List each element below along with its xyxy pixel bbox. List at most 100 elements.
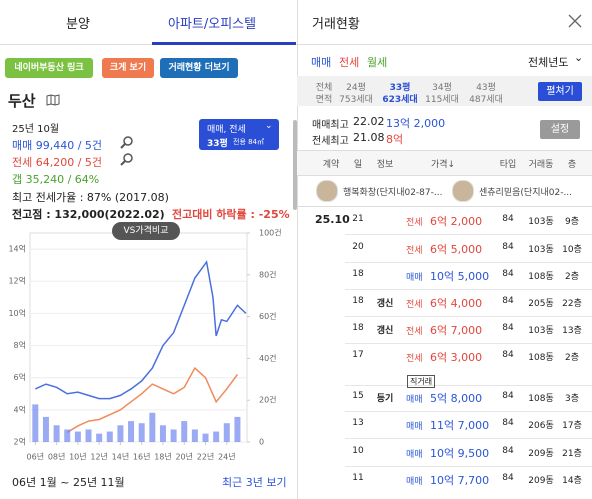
size-area[interactable]: 115세대 [425, 95, 459, 105]
unit: 84 [502, 473, 514, 483]
y-tick-label: 2억 [14, 437, 26, 447]
y-tick-label: 4억 [14, 404, 26, 414]
unit: 84 [502, 214, 514, 224]
dong: 209동 [528, 476, 554, 486]
complex-name: 두산 [8, 92, 36, 110]
selector-size: 33평 [207, 139, 228, 149]
unit: 84 [502, 269, 514, 279]
deal-type: 매매 [406, 477, 423, 487]
y2-tick-label: 20건 [259, 395, 277, 405]
x-tick-label: 18년 [154, 452, 172, 462]
y2-tick-label: 80건 [259, 269, 277, 279]
deal-type[interactable]: 매매 [311, 56, 332, 69]
price: 6억 2,000 [430, 215, 483, 228]
price: 10억 9,500 [430, 447, 490, 460]
size-area[interactable]: 753세대 [339, 95, 373, 105]
floor: 22층 [562, 299, 582, 309]
row-border [345, 342, 592, 344]
volume-bar [42, 416, 49, 442]
size[interactable]: 34평 [432, 83, 452, 93]
button[interactable]: 네이버부동산 링크 [5, 58, 93, 78]
deal-type: 매매 [406, 450, 423, 460]
deal-type: 전세 [406, 327, 423, 337]
row-border [345, 234, 592, 235]
size[interactable]: 43평 [476, 83, 496, 93]
price-chart: 2억 4억 6억 8억 10억 12억 14억 0 20건 40건 60건 80건 100건 06년 08년… [8, 228, 281, 462]
jeonse-summary: 전세 64,200 / 5건 [12, 156, 103, 169]
deal-type: 전세 [406, 354, 423, 364]
y-tick-label: 12억 [8, 276, 26, 286]
size-area[interactable]: 623세대 [382, 95, 418, 105]
column-header: 계약 [322, 160, 340, 170]
max-jeonse-date: 21.08 [353, 131, 385, 144]
tag: 직거래 [407, 375, 436, 388]
floor: 10층 [562, 245, 582, 255]
volume-bar [234, 416, 241, 442]
sale-summary: 매매 99,440 / 5건 [12, 139, 103, 152]
day: 18 [352, 296, 364, 306]
size[interactable]: 24평 [346, 83, 366, 93]
y-tick-label: 10억 [8, 308, 26, 318]
y2-tick-label: 40건 [259, 353, 277, 363]
max-jeonse-label: 전세최고 [312, 136, 349, 147]
search-icons[interactable] [120, 136, 134, 170]
price-line [66, 366, 239, 433]
day: 20 [352, 242, 364, 252]
tab-active[interactable]: 아파트/오피스텔 [168, 17, 257, 32]
dong: 209동 [528, 449, 554, 459]
volume-bar [138, 423, 145, 442]
volume-bar [181, 421, 188, 442]
volume-bar [96, 433, 103, 442]
deal-type: 매매 [406, 273, 423, 283]
year-filter[interactable]: 전체년도 [528, 56, 569, 69]
deal-type[interactable]: 전세 [339, 56, 360, 69]
unit: 84 [502, 391, 514, 401]
column-header: 층 [567, 160, 577, 170]
column-header: 타입 [499, 160, 517, 170]
floor: 2층 [564, 272, 580, 282]
volume-bar [117, 425, 124, 442]
floor: 21층 [562, 449, 582, 459]
agent-avatar [452, 180, 474, 202]
recent-link[interactable]: 최근 3년 보기 [222, 476, 287, 489]
y-tick-label: 6억 [14, 372, 26, 382]
button[interactable]: 거래현황 더보기 [160, 58, 238, 78]
tab[interactable]: 분양 [66, 17, 90, 32]
map-icon[interactable] [46, 94, 60, 106]
close-icon[interactable] [568, 14, 582, 28]
volume-bar [202, 433, 209, 442]
volume-bar [159, 425, 166, 442]
agent-avatar [316, 180, 338, 202]
price: 6억 5,000 [430, 243, 483, 256]
button[interactable]: 크게 보기 [102, 58, 154, 78]
dong: 103동 [528, 326, 554, 336]
size[interactable]: 전체 [315, 83, 333, 93]
x-tick-label: 24년 [218, 452, 236, 462]
size[interactable]: 33평 [389, 83, 411, 93]
day: 18 [352, 269, 364, 279]
size-area[interactable]: 면적 [315, 95, 333, 105]
expand-button[interactable]: 펼쳐기 [538, 82, 582, 101]
settings-button[interactable]: 설정 [540, 120, 580, 139]
floor: 13층 [562, 326, 582, 336]
price: 6억 7,000 [430, 324, 483, 337]
deal-type[interactable]: 월세 [367, 56, 388, 69]
row-border [345, 410, 592, 412]
peak: 전고점 : 132,000(2022.02) [12, 208, 165, 221]
deal-type: 전세 [406, 300, 423, 310]
column-header: 정보 [376, 160, 394, 170]
price-line [35, 260, 247, 400]
selector[interactable]: 매매, 전세 ⌄ 33평 전용 84㎡ [199, 119, 279, 150]
size-area[interactable]: 487세대 [469, 95, 503, 105]
table-header [297, 150, 592, 176]
selector-type: 매매, 전세 [207, 125, 246, 135]
dong: 108동 [528, 353, 554, 363]
deal-type: 매매 [406, 395, 423, 405]
plot-frame [29, 232, 248, 443]
dong: 205동 [528, 299, 554, 309]
agent-name[interactable]: 센츄리믿음(단지내02-... [479, 188, 573, 198]
dong: 108동 [528, 394, 554, 404]
tooltip[interactable]: VS가격비교 [112, 222, 180, 240]
row-border [345, 315, 592, 317]
agent-name[interactable]: 행복화창(단지내02-87-... [343, 188, 443, 198]
